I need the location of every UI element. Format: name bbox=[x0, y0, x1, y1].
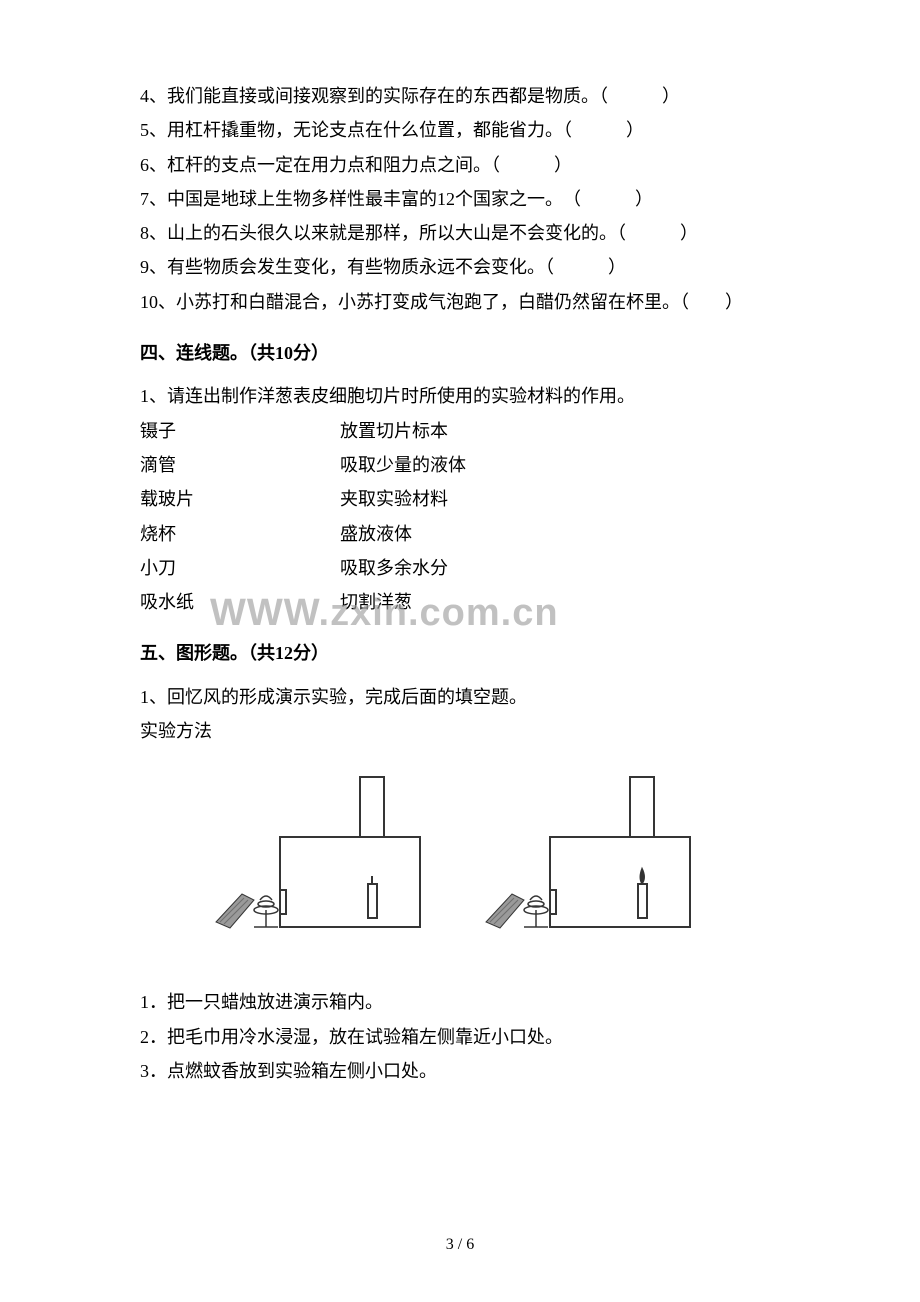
question-7: 7、中国是地球上生物多样性最丰富的12个国家之一。 （ ） bbox=[140, 183, 780, 216]
matching-right-5: 切割洋葱 bbox=[340, 586, 412, 619]
question-9: 9、有些物质会发生变化，有些物质永远不会变化。（ ） bbox=[140, 251, 780, 284]
matching-row-5: 吸水纸 切割洋葱 bbox=[140, 586, 780, 619]
matching-right-1: 吸取少量的液体 bbox=[340, 449, 466, 482]
matching-right-3: 盛放液体 bbox=[340, 518, 412, 551]
matching-left-1: 滴管 bbox=[140, 449, 340, 482]
matching-row-1: 滴管 吸取少量的液体 bbox=[140, 449, 780, 482]
question-8: 8、山上的石头很久以来就是那样，所以大山是不会变化的。（ ） bbox=[140, 217, 780, 250]
matching-row-0: 镊子 放置切片标本 bbox=[140, 415, 780, 448]
step-1: 1．把一只蜡烛放进演示箱内。 bbox=[140, 986, 780, 1019]
matching-right-2: 夹取实验材料 bbox=[340, 483, 448, 516]
section4-heading: 四、连线题。（共10分） bbox=[140, 337, 780, 370]
experiment-diagram-lit bbox=[480, 772, 710, 962]
experiment-diagram-unlit bbox=[210, 772, 440, 962]
matching-left-0: 镊子 bbox=[140, 415, 340, 448]
step-2: 2．把毛巾用冷水浸湿，放在试验箱左侧靠近小口处。 bbox=[140, 1021, 780, 1054]
matching-row-4: 小刀 吸取多余水分 bbox=[140, 552, 780, 585]
question-5: 5、用杠杆撬重物，无论支点在什么位置，都能省力。（ ） bbox=[140, 114, 780, 147]
matching-left-2: 载玻片 bbox=[140, 483, 340, 516]
question-4: 4、我们能直接或间接观察到的实际存在的东西都是物质。（ ） bbox=[140, 80, 780, 113]
matching-row-3: 烧杯 盛放液体 bbox=[140, 518, 780, 551]
experiment-diagram-container bbox=[140, 772, 780, 962]
question-6: 6、杠杆的支点一定在用力点和阻力点之间。（ ） bbox=[140, 149, 780, 182]
matching-left-4: 小刀 bbox=[140, 552, 340, 585]
page-number: 3 / 6 bbox=[0, 1230, 920, 1260]
matching-right-0: 放置切片标本 bbox=[340, 415, 448, 448]
matching-right-4: 吸取多余水分 bbox=[340, 552, 448, 585]
section5-heading: 五、图形题。（共12分） bbox=[140, 637, 780, 670]
question-10: 10、小苏打和白醋混合，小苏打变成气泡跑了，白醋仍然留在杯里。（ ） bbox=[140, 286, 780, 319]
matching-left-5: 吸水纸 bbox=[140, 586, 340, 619]
matching-row-2: 载玻片 夹取实验材料 bbox=[140, 483, 780, 516]
section5-instruction: 1、回忆风的形成演示实验，完成后面的填空题。 bbox=[140, 681, 780, 714]
matching-left-3: 烧杯 bbox=[140, 518, 340, 551]
section5-method-label: 实验方法 bbox=[140, 715, 780, 748]
step-3: 3．点燃蚊香放到实验箱左侧小口处。 bbox=[140, 1055, 780, 1088]
section4-instruction: 1、请连出制作洋葱表皮细胞切片时所使用的实验材料的作用。 bbox=[140, 380, 780, 413]
